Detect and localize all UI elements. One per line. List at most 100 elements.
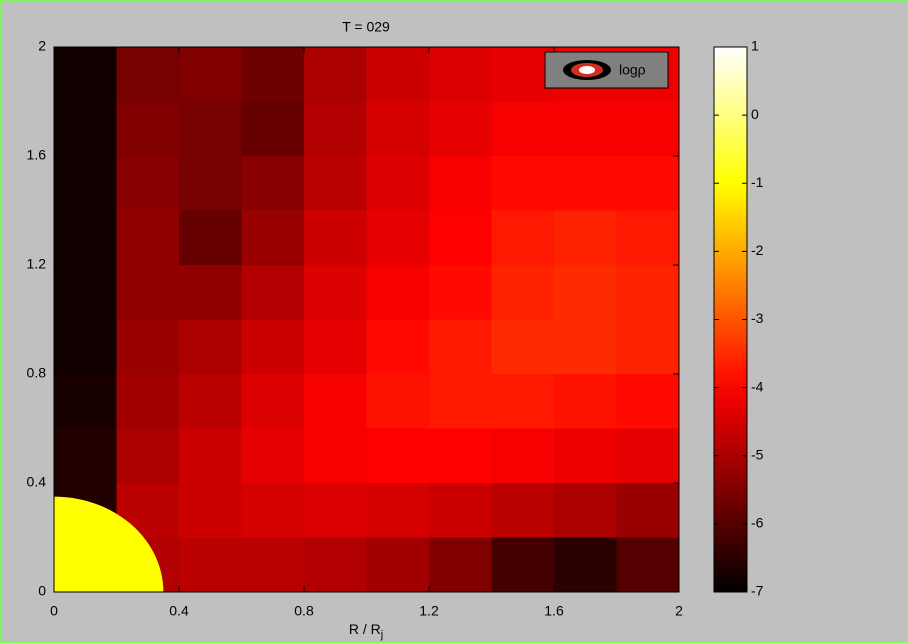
heat-cell [554,319,617,375]
heat-cell [241,483,305,538]
heat-cell [116,265,180,320]
heat-cell [554,101,617,157]
y-tick-label: 2 [38,38,46,54]
heat-cell [366,156,430,211]
heat-cell [491,483,555,538]
heat-cell [179,319,242,375]
heat-cell [429,483,492,538]
x-axis-label: R / Rj [349,621,383,641]
heat-cell [304,101,367,157]
heat-cell [366,483,430,538]
y-tick-label: 0.4 [27,474,47,490]
colorbar-tick-label: -1 [751,174,764,190]
heat-cell [554,265,617,320]
heat-cell [241,47,305,102]
heat-cell [429,47,492,102]
heat-cell [554,537,617,592]
heat-cell [179,537,242,592]
heat-cell [304,428,367,484]
heat-cell [54,47,117,102]
heat-cell [116,210,180,266]
heatmap [54,47,679,592]
colorbar-tick-label: -4 [751,378,764,394]
heat-cell [304,319,367,375]
heat-cell [429,210,492,266]
heat-cell [179,428,242,484]
heat-cell [241,210,305,266]
heat-cell [241,265,305,320]
planet-body [54,496,164,592]
heat-cell [491,319,555,375]
heat-cell [554,428,617,484]
heat-cell [54,374,117,429]
heat-cell [429,374,492,429]
y-tick-label: 0.8 [27,365,47,381]
x-tick-label: 1.2 [419,603,439,619]
chart-title: T = 029 [342,19,390,35]
heat-cell [616,483,679,538]
heat-cell [179,265,242,320]
heat-cell [304,156,367,211]
heat-cell [304,537,367,592]
heat-cell [179,101,242,157]
heat-cell [304,374,367,429]
heat-cell [491,47,555,102]
heat-cell [116,101,180,157]
heat-cell [429,156,492,211]
heat-cell [54,156,117,211]
heat-cell [616,210,679,266]
colorbar-tick-label: -7 [751,583,764,599]
heat-cell [616,374,679,429]
heat-cell [366,265,430,320]
x-label-main: R / R [349,621,381,637]
heat-cell [304,265,367,320]
heat-cell [616,319,679,375]
heat-cell [366,537,430,592]
heat-cell [554,156,617,211]
heat-cell [616,156,679,211]
colorbar-tick-label: 0 [751,106,759,122]
heat-cell [241,101,305,157]
heat-cell [116,374,180,429]
heat-cell [304,47,367,102]
heat-cell [554,374,617,429]
heat-cell [491,374,555,429]
heat-cell [554,210,617,266]
colorbar-tick-label: 1 [751,38,759,54]
heat-cell [179,156,242,211]
heat-cell [429,537,492,592]
heat-cell [116,47,180,102]
x-tick-label: 2 [675,603,683,619]
heat-cell [491,101,555,157]
heat-cell [241,374,305,429]
heat-cell [54,210,117,266]
heat-cell [366,101,430,157]
heat-cell [491,156,555,211]
heat-cell [491,265,555,320]
heat-cell [554,483,617,538]
heat-cell [429,319,492,375]
heat-cell [366,210,430,266]
colorbar-tick-label: -5 [751,446,764,462]
colorbar-tick-label: -3 [751,310,764,326]
y-tick-label: 1.6 [27,147,47,163]
heat-cell [179,47,242,102]
heat-cell [116,319,180,375]
heat-cell [304,483,367,538]
colorbar [713,46,748,593]
heat-cell [179,483,242,538]
heat-cell [616,265,679,320]
heat-cell [304,210,367,266]
legend-label: logρ [619,62,646,78]
x-tick-label: 0.4 [169,603,189,619]
heat-cell [491,537,555,592]
plot-border [53,46,680,593]
heat-cell [429,101,492,157]
heat-cell [54,265,117,320]
x-tick-label: 0.8 [294,603,314,619]
heat-cell [366,47,430,102]
y-tick-label: 1.2 [27,256,47,272]
heat-cell [116,428,180,484]
heat-cell [241,537,305,592]
